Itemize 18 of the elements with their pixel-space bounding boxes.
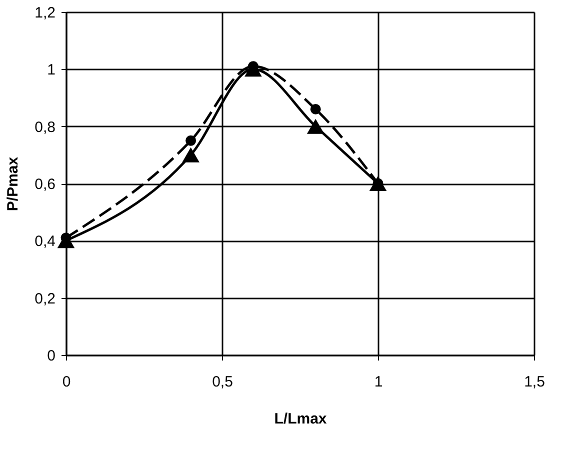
y-tick-label: 0,8 xyxy=(34,118,56,136)
point xyxy=(306,118,324,134)
point xyxy=(310,104,321,114)
y-axis-title: P/Pmax xyxy=(4,156,22,212)
y-tick-label: 1 xyxy=(47,62,56,79)
point xyxy=(186,135,196,146)
x-axis-title: L/Lmax xyxy=(274,410,328,428)
y-tick-label: 1,2 xyxy=(34,4,56,22)
x-tick-label: 0 xyxy=(62,374,71,390)
y-tick-label: 0 xyxy=(47,348,56,364)
point xyxy=(369,176,387,191)
x-tick-label: 1,5 xyxy=(524,374,545,390)
x-tick-label: 0,5 xyxy=(212,374,233,390)
y-tick-label: 0,6 xyxy=(34,176,56,193)
point xyxy=(182,147,200,162)
y-tick-label: 0,4 xyxy=(34,233,56,250)
x-tick-label: 1 xyxy=(374,374,383,390)
y-tick-label: 0,2 xyxy=(34,290,56,308)
